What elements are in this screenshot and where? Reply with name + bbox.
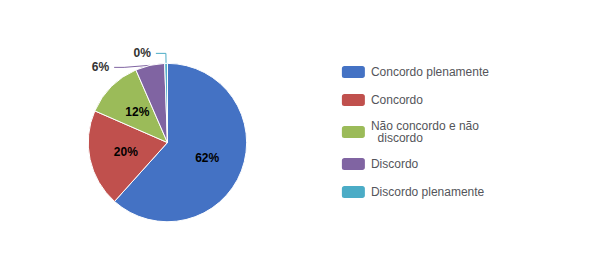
svg-text:0%: 0% (134, 46, 152, 60)
svg-text:Discordo plenamente: Discordo plenamente (371, 185, 485, 199)
svg-text:Não concordo e não: Não concordo e não (370, 119, 479, 133)
svg-text:12%: 12% (125, 105, 149, 119)
svg-text:20%: 20% (114, 145, 138, 159)
svg-text:Discordo: Discordo (371, 157, 419, 171)
svg-text:Concordo plenamente: Concordo plenamente (371, 65, 489, 79)
svg-text:62%: 62% (195, 151, 219, 165)
svg-text:Concordo: Concordo (371, 93, 423, 107)
svg-text:6%: 6% (92, 60, 110, 74)
svg-text:discordo: discordo (371, 131, 423, 145)
